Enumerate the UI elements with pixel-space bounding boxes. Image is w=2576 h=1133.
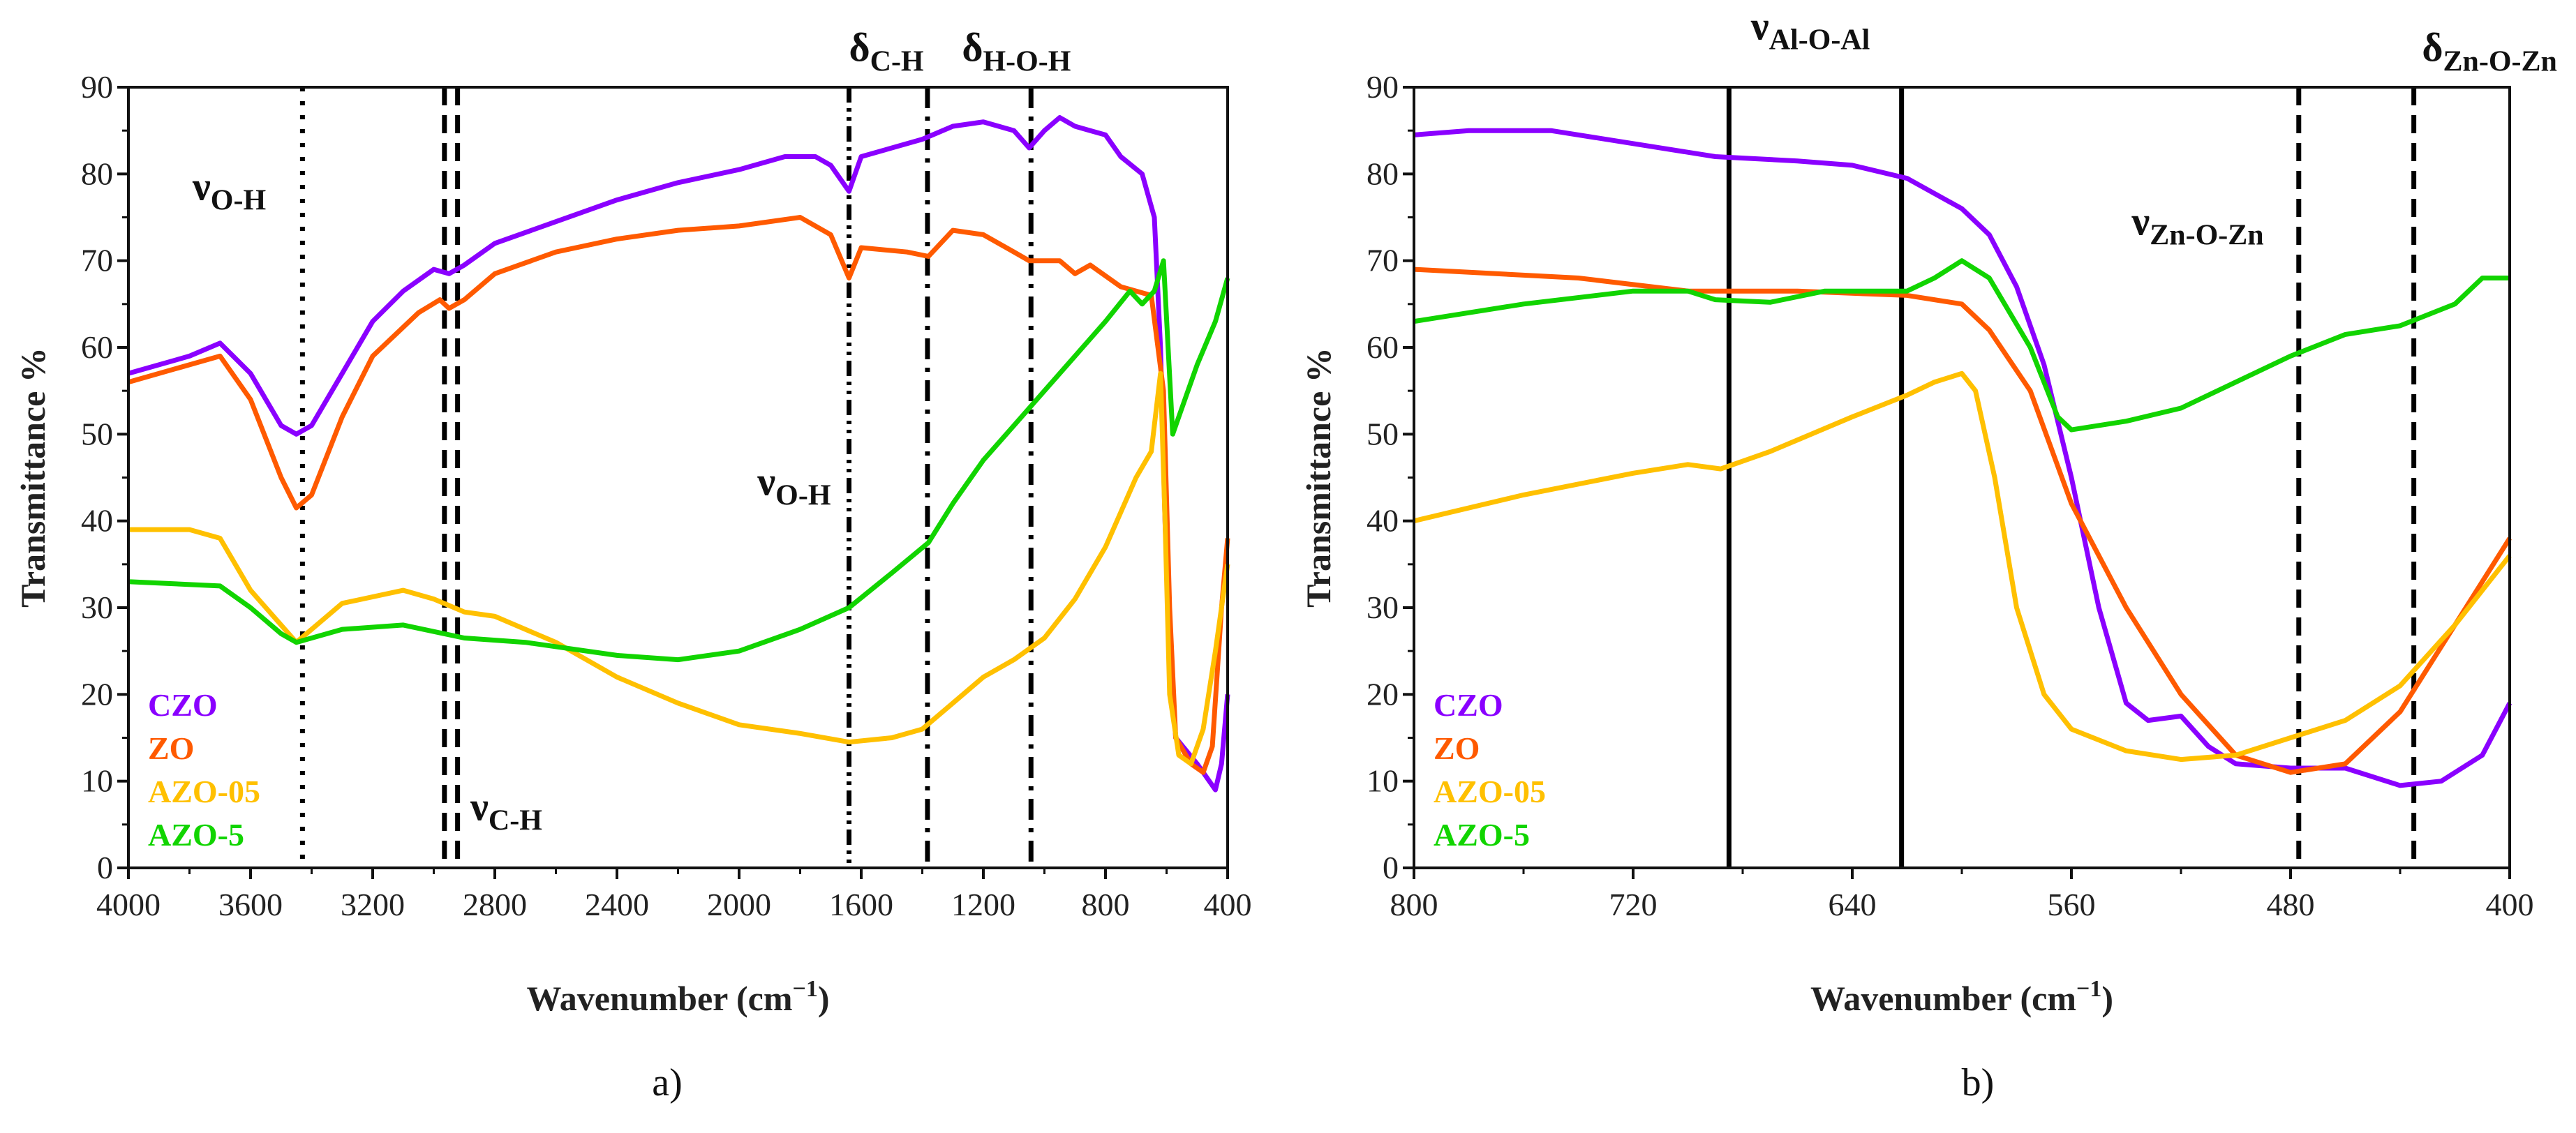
x-tick-label: 800 — [1082, 887, 1130, 922]
x-axis-label-text: Wavenumber (cm — [1810, 979, 2076, 1018]
y-tick-label: 40 — [81, 503, 113, 539]
y-tick-label: 20 — [1367, 676, 1399, 712]
y-tick-label: 20 — [81, 676, 113, 712]
y-tick-label: 10 — [1367, 763, 1399, 799]
band-subscript: Zn-O-Zn — [2443, 46, 2557, 78]
series-line-ZO — [128, 215, 1230, 775]
y-tick-label: 90 — [81, 69, 113, 105]
x-tick-label: 4000 — [96, 887, 161, 922]
band-annotation: νZn-O-Zn — [2131, 198, 2263, 251]
x-tick-label: 2800 — [463, 887, 527, 922]
y-tick-label: 60 — [81, 329, 113, 365]
series-line-ZO — [1413, 267, 2512, 775]
x-tick-label: 2400 — [585, 887, 649, 922]
band-subscript: H-O-H — [983, 46, 1071, 78]
band-annotation: νAl-O-Al — [1750, 3, 1870, 57]
legend-entry-AZO-5: AZO-5 — [1434, 817, 1530, 853]
x-tick-label: 2000 — [707, 887, 771, 922]
panel-label: a) — [652, 1061, 683, 1104]
series-line-AZO-05 — [1413, 370, 2512, 763]
band-annotation: δH-O-H — [962, 25, 1071, 78]
legend-entry-AZO-5: AZO-5 — [148, 817, 244, 853]
x-tick-label: 720 — [1609, 887, 1658, 922]
x-tick-label: 1200 — [951, 887, 1015, 922]
legend-entry-AZO-05: AZO-05 — [1434, 774, 1546, 809]
x-tick-label: 1600 — [829, 887, 893, 922]
band-subscript: Zn-O-Zn — [2150, 219, 2263, 251]
band-symbol: δ — [2422, 25, 2443, 70]
y-tick-label: 80 — [81, 156, 113, 191]
y-tick-label: 70 — [1367, 243, 1399, 278]
x-axis-label-end: ) — [2101, 979, 2113, 1018]
y-tick-label: 80 — [1367, 156, 1399, 191]
band-subscript: C-H — [870, 46, 924, 78]
series-line-CZO — [1413, 128, 2512, 788]
band-annotation: νO-H — [192, 164, 266, 217]
y-tick-label: 30 — [1367, 590, 1399, 625]
x-axis-label-sup: −1 — [2076, 976, 2101, 1002]
band-symbol: ν — [1750, 3, 1769, 49]
band-annotation: νC-H — [470, 784, 542, 837]
y-axis-label: Transmittance % — [1299, 347, 1338, 608]
y-tick-label: 10 — [81, 763, 113, 799]
band-subscript: C-H — [489, 805, 542, 837]
legend-entry-ZO: ZO — [1434, 730, 1480, 766]
band-symbol: ν — [192, 164, 211, 209]
panel-b: 0 10 20 30 40 50 60 70 80 90 800 720 640 560 480 400 Wav… — [1299, 3, 2557, 1104]
x-tick-label: 640 — [1829, 887, 1877, 922]
y-tick-label: 50 — [1367, 416, 1399, 451]
x-axis-label: Wavenumber (cm−1) — [526, 976, 829, 1018]
band-subscript: O-H — [211, 185, 266, 217]
x-axis-label-text: Wavenumber (cm — [526, 979, 792, 1018]
y-tick-label: 60 — [1367, 329, 1399, 365]
band-symbol: δ — [962, 25, 983, 70]
y-tick-label: 30 — [81, 590, 113, 625]
band-symbol: ν — [2131, 198, 2150, 243]
panel-label: b) — [1962, 1061, 1995, 1104]
y-axis-label: Transmittance % — [13, 347, 52, 608]
x-tick-label: 3600 — [218, 887, 283, 922]
y-tick-label: 40 — [1367, 503, 1399, 539]
x-axis-label-end: ) — [818, 979, 830, 1018]
band-annotation: δC-H — [849, 25, 924, 78]
y-tick-label: 0 — [1383, 850, 1399, 885]
series-line-AZO-5 — [1413, 258, 2510, 433]
x-tick-label: 400 — [2486, 887, 2534, 922]
band-symbol: δ — [849, 25, 870, 70]
x-tick-label: 800 — [1390, 887, 1438, 922]
band-symbol: ν — [757, 458, 775, 504]
plot-frame — [127, 86, 1229, 869]
series-line-CZO — [128, 115, 1230, 793]
y-tick-label: 50 — [81, 416, 113, 451]
y-tick-label: 70 — [81, 243, 113, 278]
x-tick-label: 560 — [2048, 887, 2096, 922]
y-tick-label: 0 — [97, 850, 113, 885]
series-line-AZO-5 — [128, 258, 1230, 663]
plot-frame — [1413, 86, 2511, 869]
x-axis-label-sup: −1 — [792, 976, 817, 1002]
legend-entry-ZO: ZO — [148, 730, 194, 766]
series-line-AZO-05 — [128, 370, 1230, 767]
legend-entry-CZO: CZO — [1434, 687, 1503, 723]
band-symbol: ν — [470, 784, 489, 830]
x-tick-label: 480 — [2267, 887, 2315, 922]
band-subscript: Al-O-Al — [1769, 24, 1870, 57]
x-tick-label: 3200 — [341, 887, 405, 922]
x-tick-label: 400 — [1204, 887, 1252, 922]
legend-entry-AZO-05: AZO-05 — [148, 774, 260, 809]
panel-a: 0 10 20 30 40 50 60 70 80 90 4000 3600 3200 2800 2400 2… — [13, 25, 1252, 1104]
x-axis-label: Wavenumber (cm−1) — [1810, 976, 2113, 1018]
band-subscript: O-H — [775, 479, 831, 511]
band-annotation: δZn-O-Zn — [2422, 25, 2557, 78]
y-tick-label: 90 — [1367, 69, 1399, 105]
band-annotation: νO-H — [757, 458, 831, 511]
legend-entry-CZO: CZO — [148, 687, 218, 723]
